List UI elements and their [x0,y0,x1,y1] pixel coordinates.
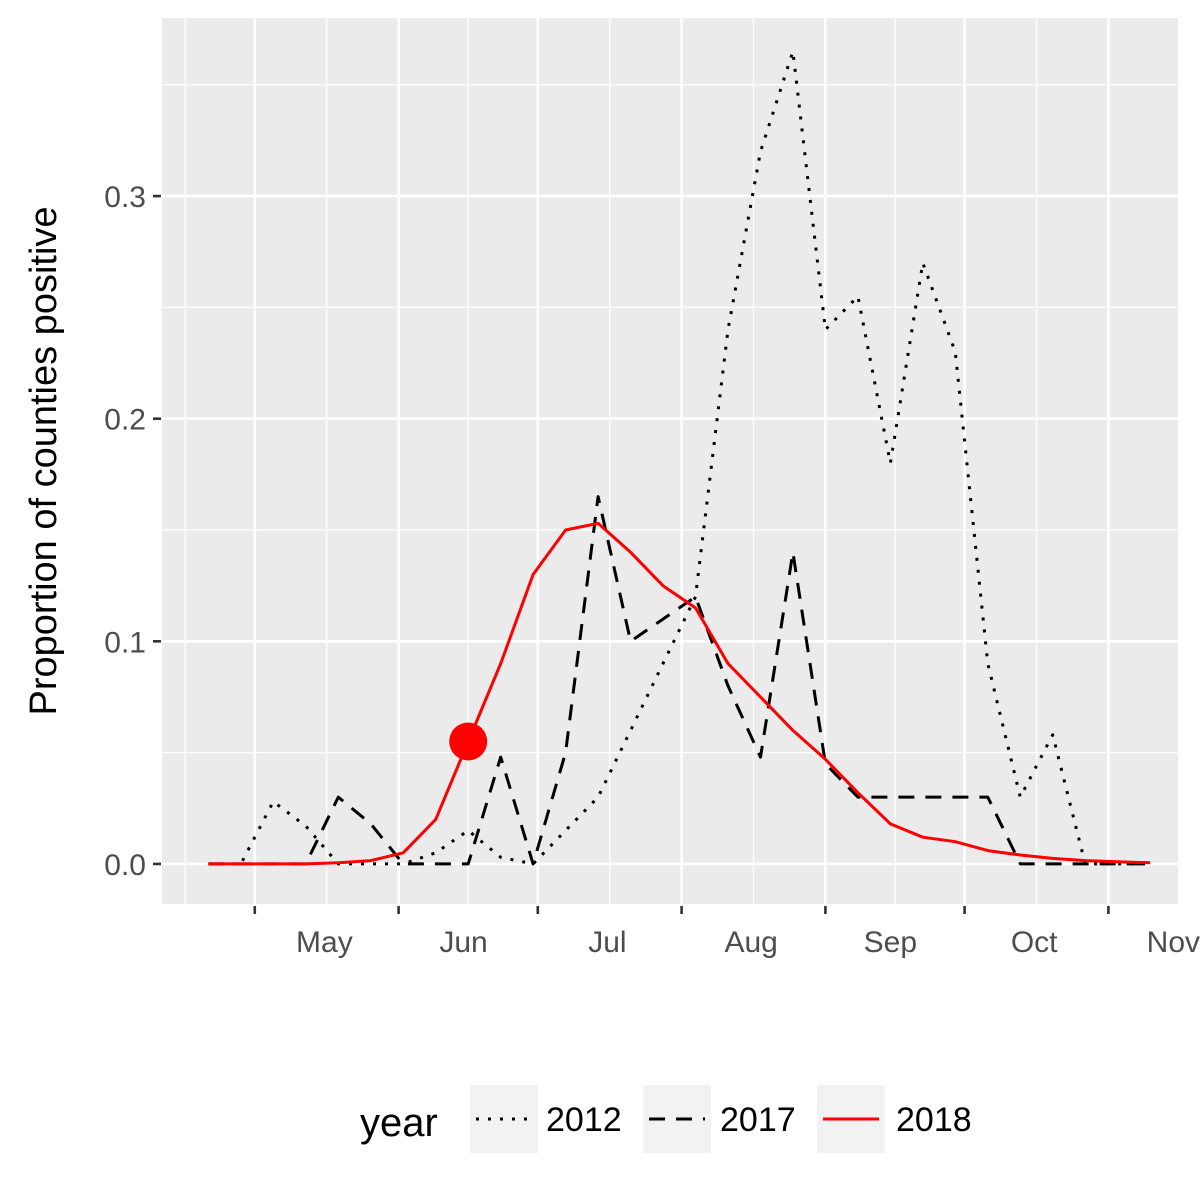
x-tick-label: Jun [439,926,487,959]
legend: year 2012 2017 2018 [360,1085,972,1153]
series-layer [208,49,1151,866]
legend-title: year [360,1101,438,1145]
x-tick-label: Oct [1011,926,1058,959]
axis-layer: 0.0 0.1 0.2 0.3 May Jun Jul Aug Sep Oct Nov [104,181,1200,959]
series-line-2017 [208,495,1151,866]
grid-minor [162,18,1178,904]
point-layer [449,722,488,761]
x-tick-label: Jul [588,926,626,959]
x-tick-label: Aug [724,926,777,959]
y-tick-label: 0.0 [104,849,146,882]
legend-label-2012: 2012 [546,1101,622,1139]
legend-label-2017: 2017 [720,1101,796,1139]
x-tick-label: Sep [864,926,917,959]
plot-panel [162,18,1178,904]
legend-key-bg [470,1085,538,1153]
y-tick-label: 0.3 [104,181,146,214]
series-line-2012 [208,49,1151,866]
series-line-2018 [208,521,1151,866]
x-tick-label: May [296,926,353,959]
y-tick-label: 0.1 [104,626,146,659]
highlight-point [449,722,488,761]
y-axis-title: Proportion of counties positive [23,206,65,715]
x-tick-label: Nov [1147,926,1200,959]
legend-label-2018: 2018 [896,1101,972,1139]
y-tick-label: 0.2 [104,404,146,437]
